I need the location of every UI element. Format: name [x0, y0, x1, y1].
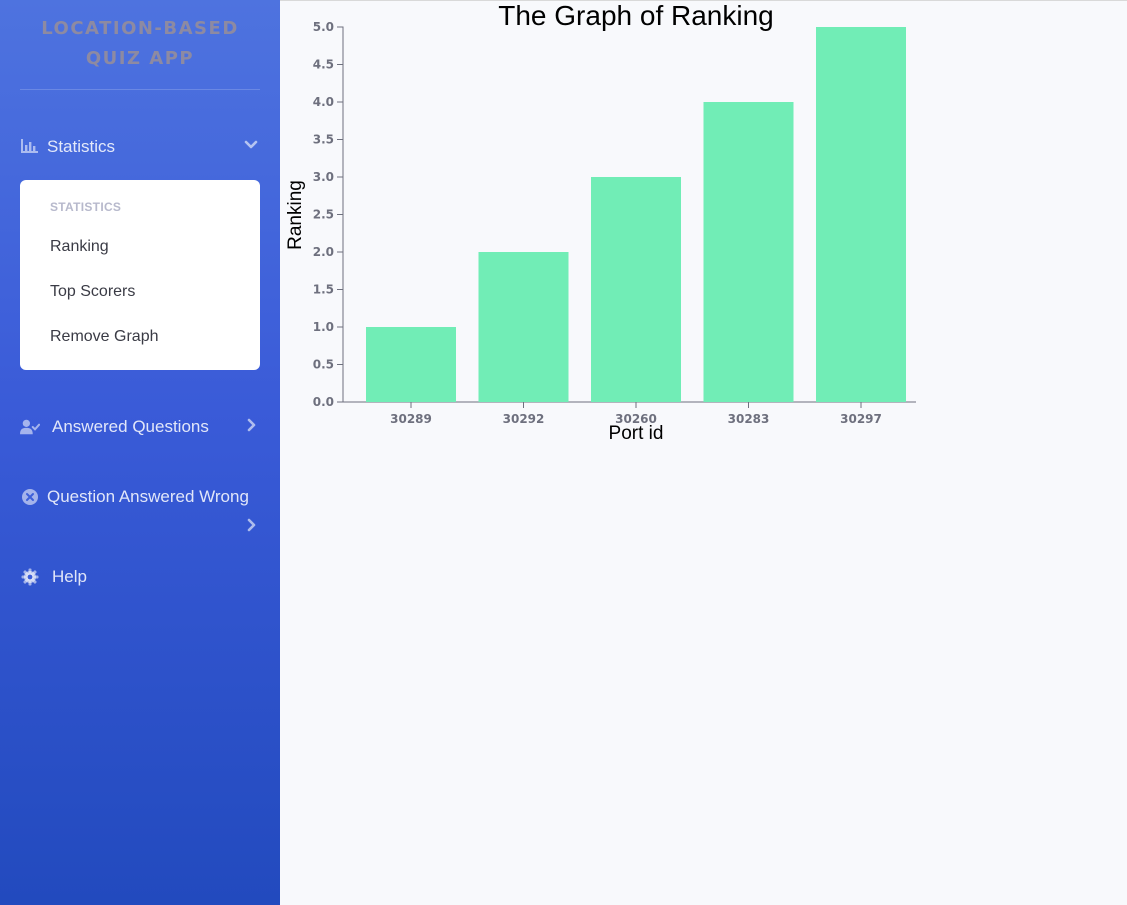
bar-30297 — [816, 27, 906, 402]
y-tick-label: 1.0 — [313, 320, 334, 334]
y-tick-label: 2.0 — [313, 245, 334, 259]
y-tick-label: 0.0 — [313, 395, 334, 409]
bar-30283 — [703, 102, 794, 402]
collapse-header: STATISTICS — [50, 200, 122, 214]
brand-title[interactable]: LOCATION-BASED QUIZ APP — [41, 18, 239, 69]
nav-item-help[interactable]: Help — [20, 565, 260, 589]
bar-30260 — [591, 177, 681, 402]
y-axis-label: Ranking — [285, 180, 306, 250]
nav-item-question-answered-wrong-label: Question Answered Wrong — [47, 487, 249, 506]
sidebar: LOCATION-BASED QUIZ APP Statistics STATI… — [0, 0, 280, 905]
nav-item-statistics-label: Statistics — [47, 137, 116, 156]
y-tick-label: 2.5 — [313, 208, 334, 222]
chart-bar-icon — [20, 136, 40, 156]
main-content: The Graph of Ranking 0.0 0.5 1.0 1.5 2.0 2.5 3… — [280, 0, 1127, 905]
nav-item-statistics[interactable]: Statistics — [20, 135, 260, 159]
collapse-item-top-scorers[interactable]: Top Scorers — [50, 283, 136, 300]
times-circle-icon — [20, 487, 40, 507]
y-tick-label: 5.0 — [313, 20, 334, 34]
chevron-right-icon — [247, 418, 256, 432]
statistics-collapse-panel: STATISTICS Ranking Top Scorers Remove Gr… — [20, 180, 260, 370]
chevron-right-icon — [247, 518, 256, 532]
y-tick-label: 4.0 — [313, 95, 334, 109]
bars-group — [366, 27, 906, 402]
y-tick-label: 4.5 — [313, 58, 334, 72]
cog-icon — [20, 567, 40, 587]
collapse-item-remove-graph[interactable]: Remove Graph — [50, 328, 159, 345]
nav-item-help-label: Help — [52, 567, 87, 586]
y-tick-label: 3.0 — [313, 170, 334, 184]
nav-item-answered-questions[interactable]: Answered Questions — [20, 415, 260, 439]
x-axis-label: Port id — [609, 423, 664, 444]
chart-title: The Graph of Ranking — [498, 1, 774, 31]
y-tick-label: 0.5 — [313, 358, 334, 372]
sidebar-divider — [20, 89, 260, 90]
user-check-icon — [20, 417, 40, 437]
chevron-down-icon — [244, 140, 258, 149]
nav-item-question-answered-wrong[interactable]: Question Answered Wrong — [20, 485, 260, 535]
bar-30289 — [366, 327, 456, 402]
bar-30292 — [478, 252, 569, 402]
y-tick-label: 3.5 — [313, 133, 334, 147]
collapse-item-ranking[interactable]: Ranking — [50, 238, 109, 255]
x-tick-label: 30292 — [503, 412, 545, 426]
x-tick-label: 30289 — [390, 412, 432, 426]
x-tick-label: 30297 — [840, 412, 882, 426]
x-tick-label: 30260 — [615, 412, 657, 426]
y-axis: 0.0 0.5 1.0 1.5 2.0 2.5 3.0 3.5 4.0 4.5 5.0 — [313, 20, 344, 409]
nav-item-answered-questions-label: Answered Questions — [52, 417, 209, 436]
x-tick-label: 30283 — [728, 412, 770, 426]
y-tick-label: 1.5 — [313, 283, 334, 297]
ranking-bar-chart: The Graph of Ranking 0.0 0.5 1.0 1.5 2.0 2.5 3… — [285, 1, 916, 444]
